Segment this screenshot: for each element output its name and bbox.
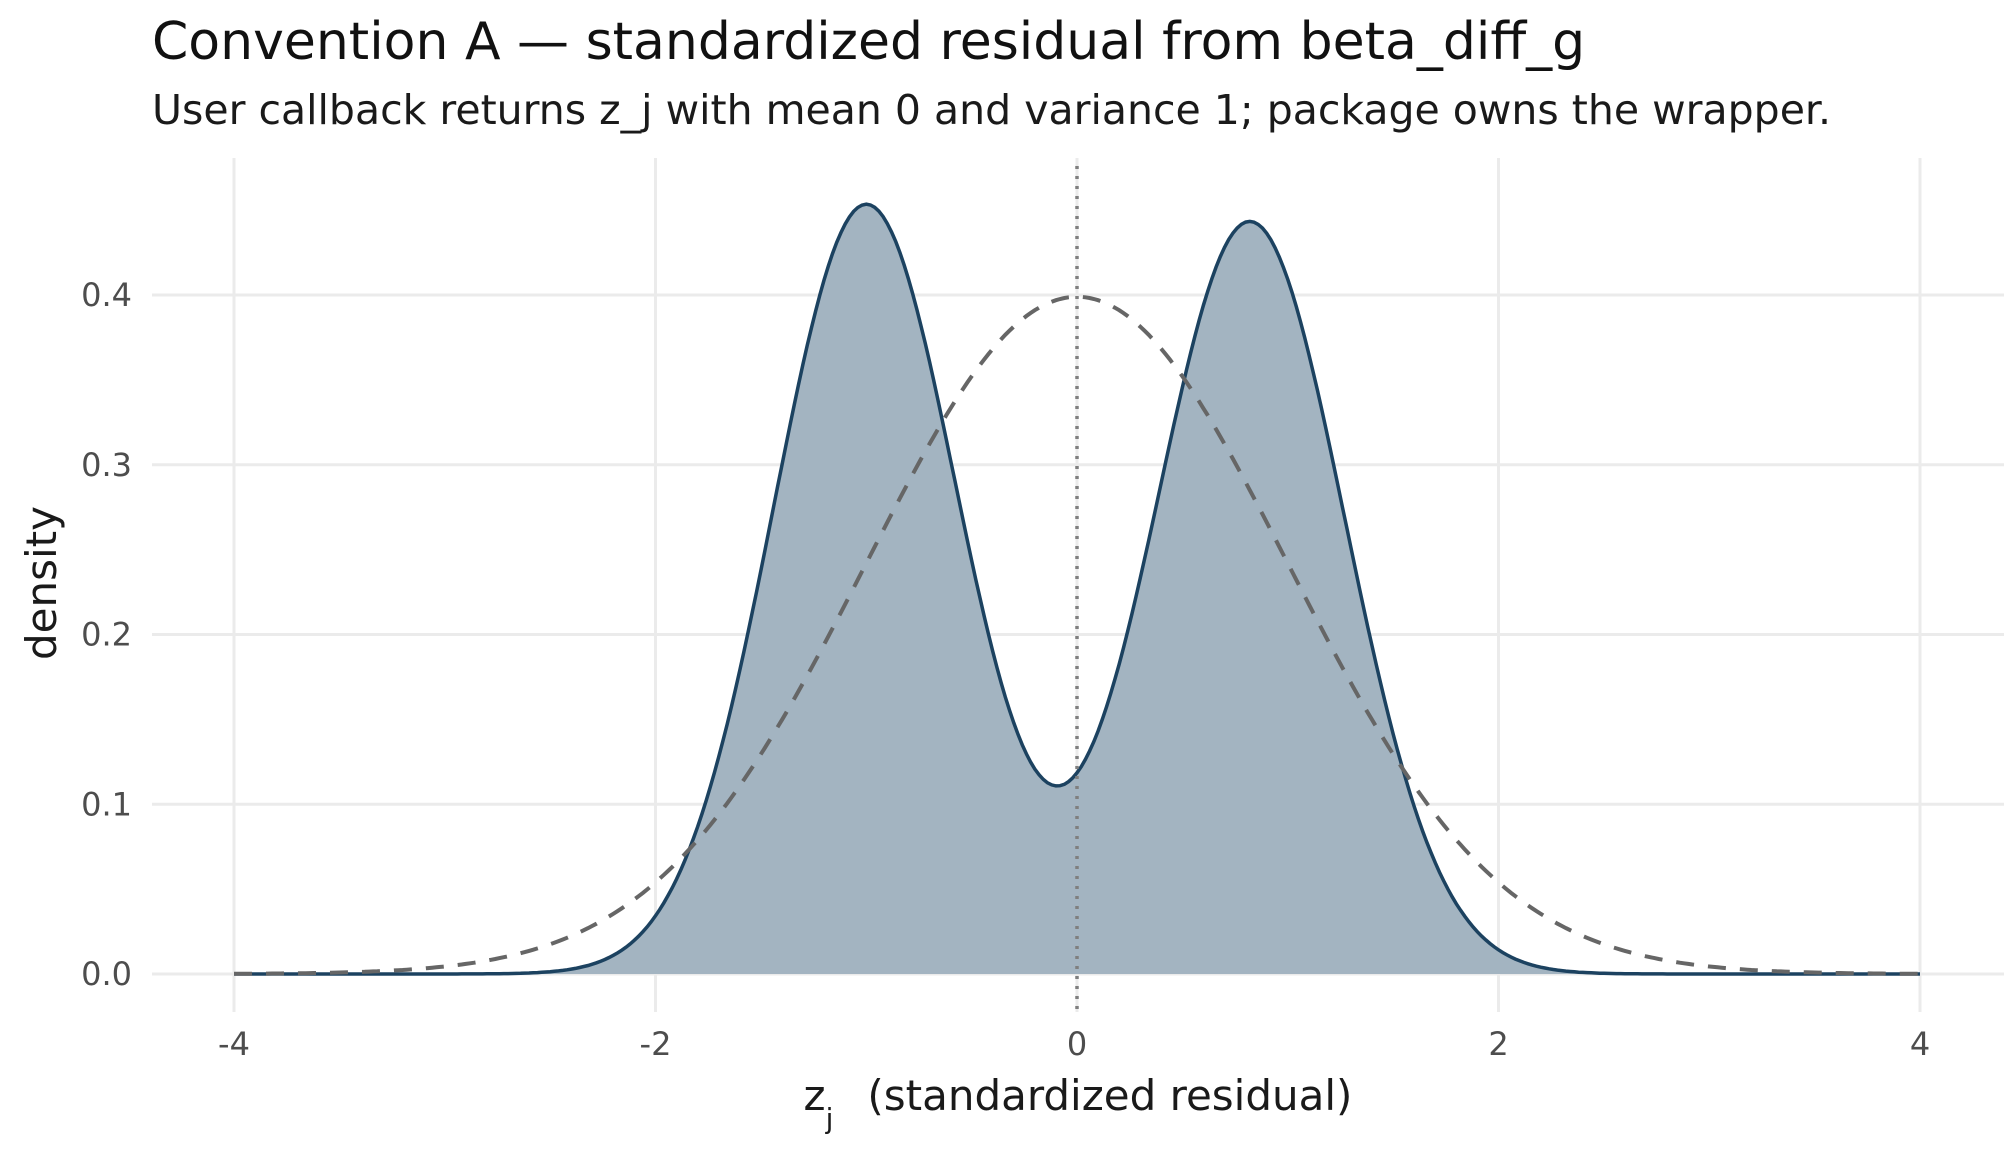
- x-tick-label: -4: [218, 1025, 250, 1063]
- x-axis-title-subscript: j: [825, 1102, 834, 1135]
- y-tick-label: 0.2: [81, 616, 132, 654]
- y-tick-label: 0.3: [81, 446, 132, 484]
- tick-labels: -4 -2 0 2 4 0.0 0.1 0.2 0.3 0.4: [81, 276, 1930, 1063]
- density-line: [234, 202, 1920, 976]
- chart-subtitle: User callback returns z_j with mean 0 an…: [152, 86, 1832, 134]
- y-tick-label: 0.4: [81, 276, 132, 314]
- series-layer: [234, 166, 1920, 1012]
- x-tick-label: 4: [1910, 1025, 1930, 1063]
- x-tick-label: 0: [1067, 1025, 1087, 1063]
- chart-title: Convention A — standardized residual fro…: [152, 12, 1586, 72]
- x-axis-title: zj (standardized residual): [804, 1071, 1353, 1135]
- y-tick-label: 0.0: [81, 955, 132, 993]
- y-tick-label: 0.1: [81, 785, 132, 823]
- x-tick-label: 2: [1488, 1025, 1508, 1063]
- x-axis-title-main: z: [804, 1071, 826, 1120]
- y-axis-title: density: [17, 506, 66, 660]
- x-axis-title-rest: (standardized residual): [867, 1071, 1352, 1120]
- density-area: [234, 204, 1920, 974]
- x-tick-label: -2: [640, 1025, 672, 1063]
